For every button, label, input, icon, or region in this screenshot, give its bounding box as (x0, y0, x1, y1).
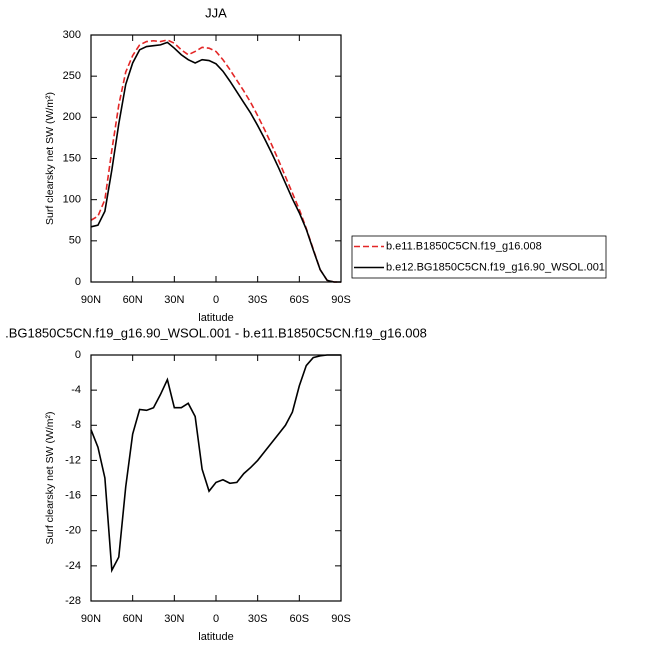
y-tick-label: -16 (65, 489, 81, 501)
y-tick-label: 200 (63, 111, 81, 123)
y-tick-label: 50 (69, 235, 81, 247)
y-tick-label: -24 (65, 560, 81, 572)
x-tick-label: 30N (164, 294, 184, 306)
legend-label: b.e11.B1850C5CN.f19_g16.008 (386, 240, 542, 252)
y-tick-label: -20 (65, 525, 81, 537)
x-tick-label: 0 (213, 613, 219, 625)
x-tick-label: 30S (248, 294, 268, 306)
legend-box (351, 235, 607, 279)
x-tick-label: 90N (81, 294, 101, 306)
y-tick-label: -12 (65, 454, 81, 466)
y-tick-label: -28 (65, 595, 81, 607)
y-tick-label: 0 (75, 349, 81, 361)
y-tick-label: 0 (75, 276, 81, 288)
y-tick-label: 250 (63, 70, 81, 82)
series-line (90, 354, 341, 574)
chart-title: JJA (205, 5, 227, 20)
x-tick-label: 30S (248, 613, 268, 625)
series-line (90, 41, 341, 283)
plot-frame (90, 354, 342, 602)
x-tick-label: 0 (213, 294, 219, 306)
plot-frame (90, 34, 342, 283)
x-tick-label: 60S (290, 294, 310, 306)
x-tick-label: 60S (290, 613, 310, 625)
y-tick-label: 150 (63, 152, 81, 164)
chart-title: .BG1850C5CN.f19_g16.90_WSOL.001 - b.e11.… (5, 325, 427, 340)
series-line (90, 39, 341, 283)
y-tick-label: 300 (63, 29, 81, 41)
x-tick-label: 90S (331, 294, 351, 306)
y-tick-label: 100 (63, 194, 81, 206)
x-tick-label: 60N (123, 613, 143, 625)
x-tick-label: 90N (81, 613, 101, 625)
y-tick-label: -8 (71, 419, 81, 431)
x-tick-label: 90S (331, 613, 351, 625)
legend-label: b.e12.BG1850C5CN.f19_g16.90_WSOL.001 (386, 261, 605, 273)
y-tick-label: -4 (71, 384, 81, 396)
y-axis-label: Surf clearsky net SW (W/m²) (44, 411, 56, 544)
x-tick-label: 60N (123, 294, 143, 306)
x-tick-label: 30N (164, 613, 184, 625)
x-axis-label: latitude (198, 312, 233, 324)
y-axis-label: Surf clearsky net SW (W/m²) (44, 92, 56, 225)
x-axis-label: latitude (198, 631, 233, 643)
